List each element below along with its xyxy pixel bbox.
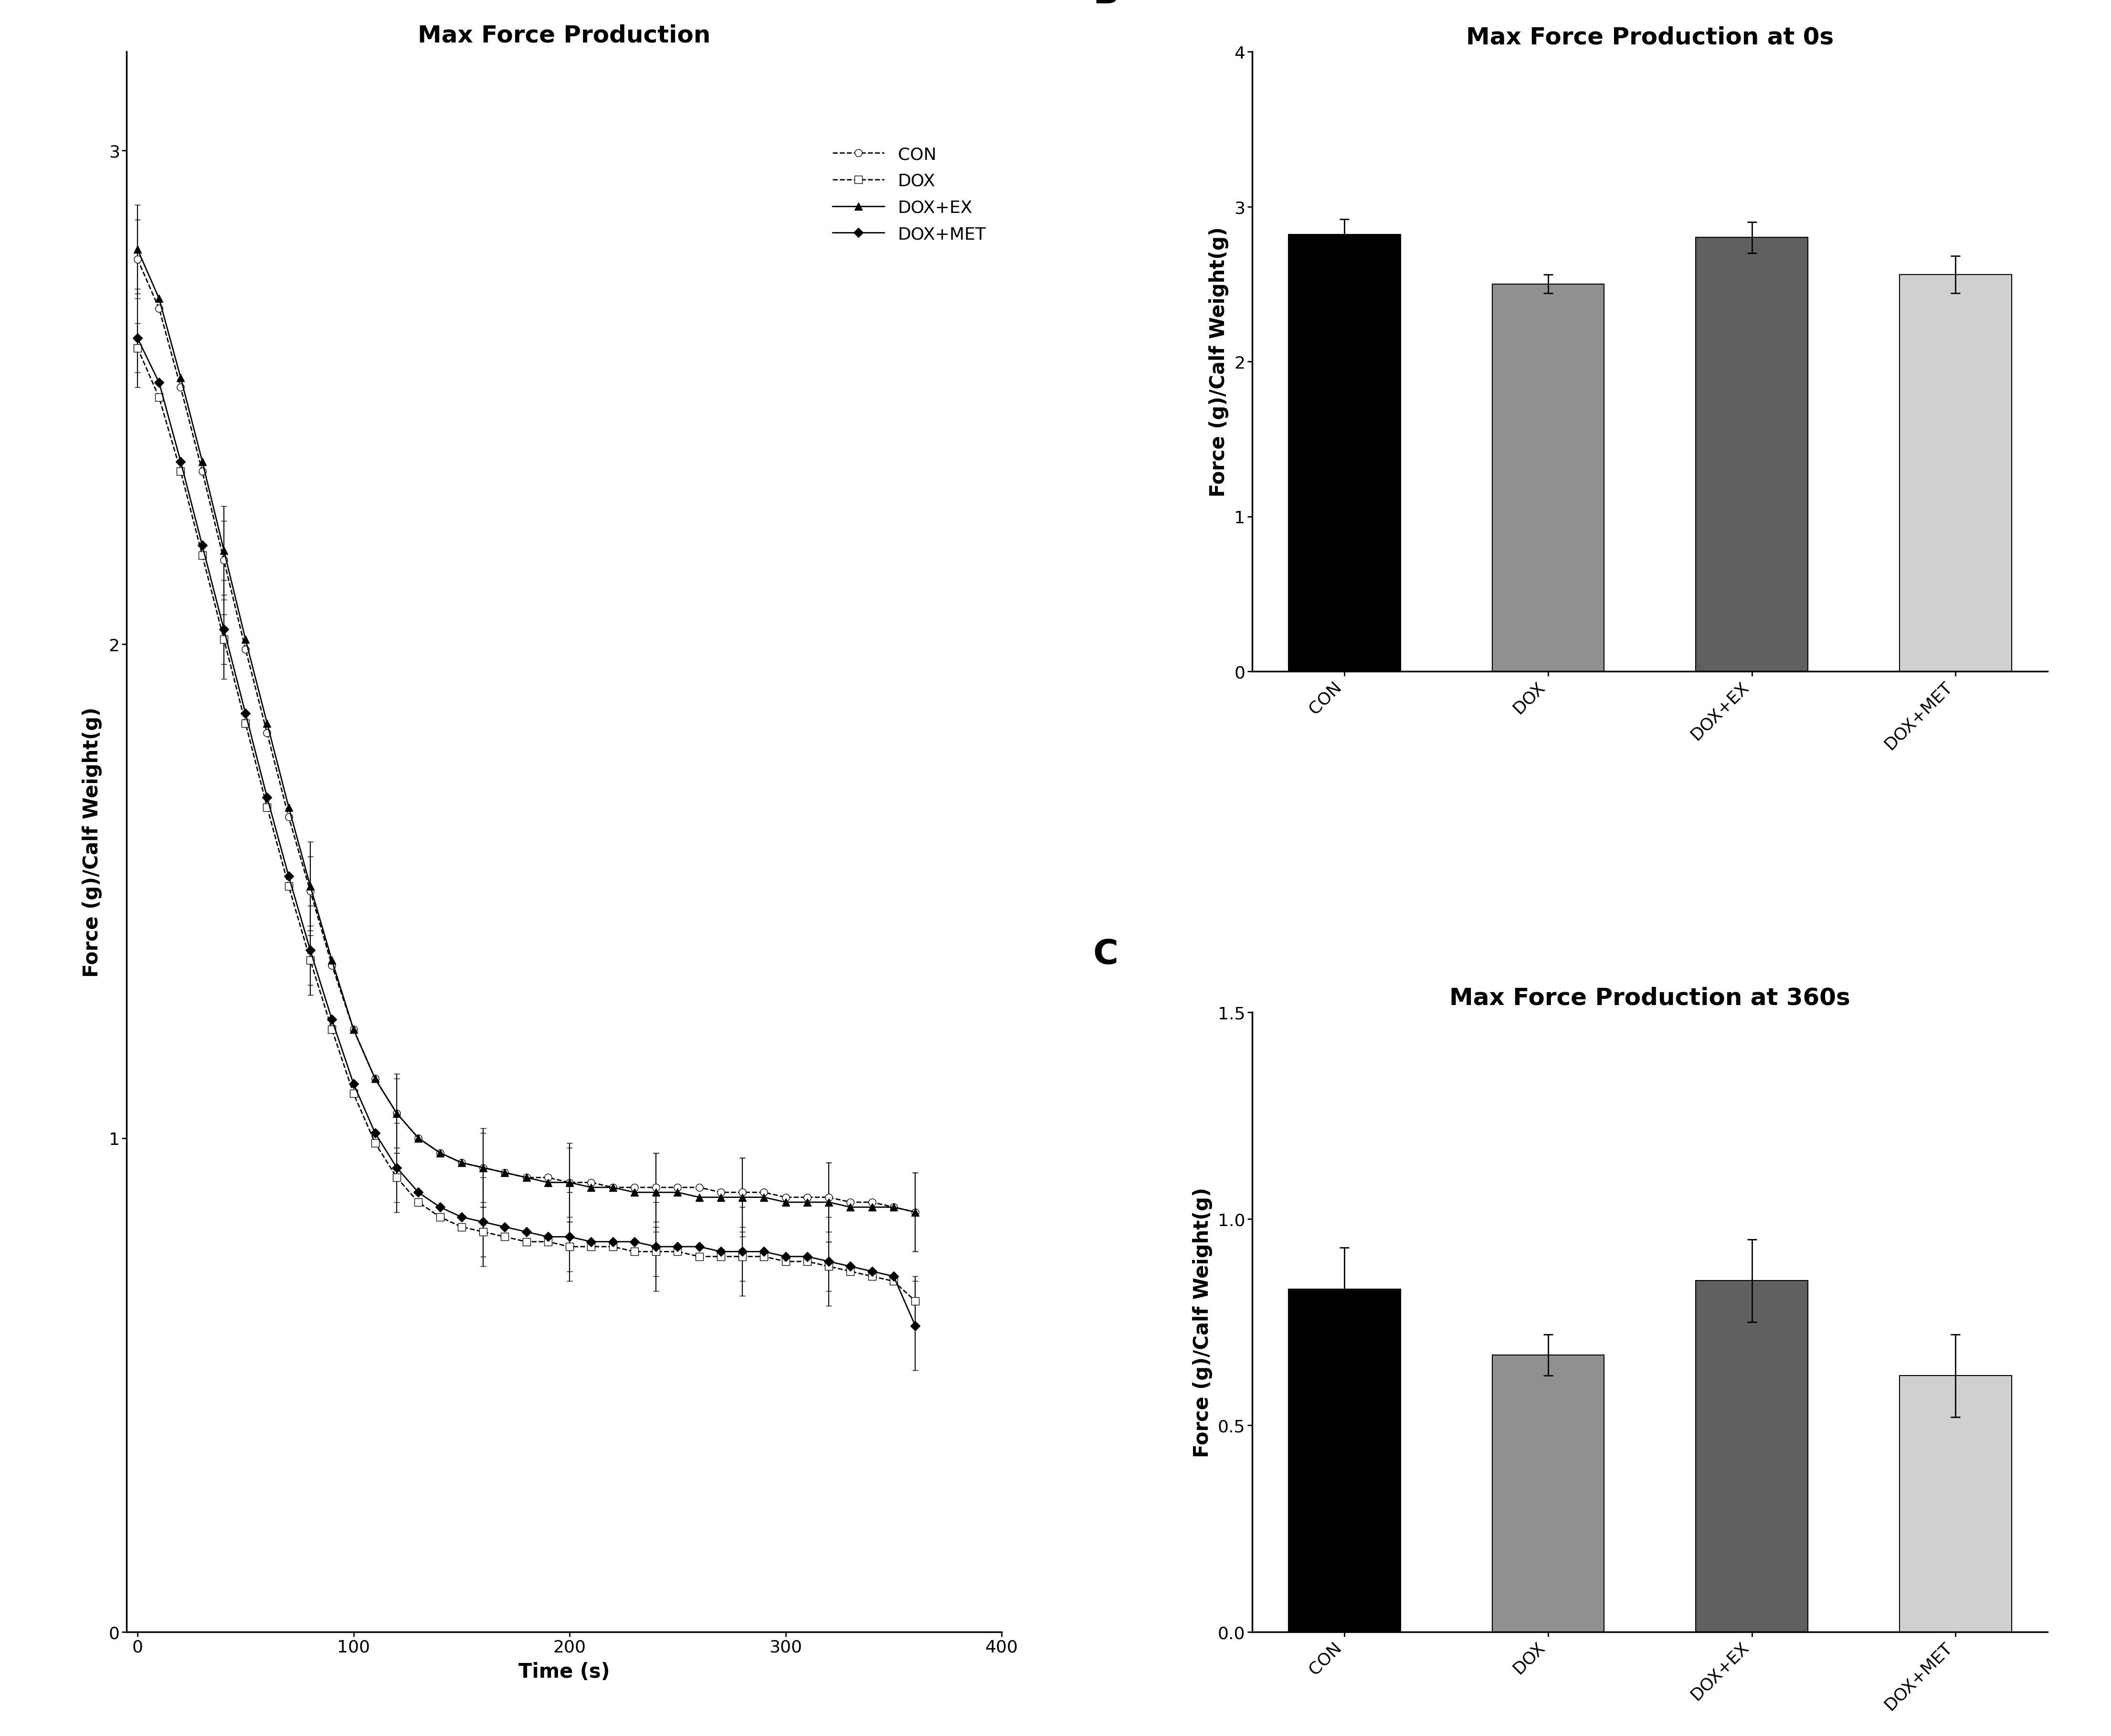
Bar bbox=[1900, 274, 2012, 672]
Text: B: B bbox=[1093, 0, 1119, 10]
Title: Max Force Production at 0s: Max Force Production at 0s bbox=[1467, 26, 1834, 49]
Text: A: A bbox=[21, 0, 49, 5]
Bar bbox=[1695, 1281, 1807, 1632]
Bar bbox=[1288, 1290, 1400, 1632]
Bar bbox=[1288, 234, 1400, 672]
Title: Max Force Production at 360s: Max Force Production at 360s bbox=[1450, 986, 1851, 1009]
Bar bbox=[1900, 1375, 2012, 1632]
Bar bbox=[1492, 1356, 1604, 1632]
Legend: CON, DOX, DOX+EX, DOX+MET: CON, DOX, DOX+EX, DOX+MET bbox=[825, 139, 992, 250]
Y-axis label: Force (g)/Calf Weight(g): Force (g)/Calf Weight(g) bbox=[1210, 227, 1229, 496]
Y-axis label: Force (g)/Calf Weight(g): Force (g)/Calf Weight(g) bbox=[1193, 1187, 1212, 1457]
Bar bbox=[1695, 238, 1807, 672]
Y-axis label: Force (g)/Calf Weight(g): Force (g)/Calf Weight(g) bbox=[82, 707, 101, 977]
Text: C: C bbox=[1093, 937, 1119, 970]
Title: Max Force Production: Max Force Production bbox=[418, 24, 711, 47]
X-axis label: Time (s): Time (s) bbox=[519, 1661, 610, 1682]
Bar bbox=[1492, 285, 1604, 672]
